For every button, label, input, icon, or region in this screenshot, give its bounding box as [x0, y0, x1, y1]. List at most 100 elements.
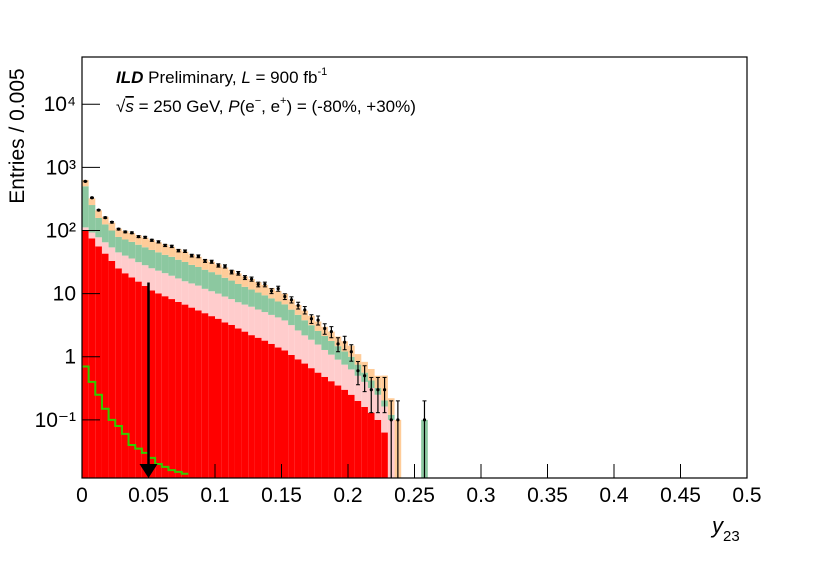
point [256, 282, 260, 286]
histogram-bar [314, 344, 322, 373]
histogram-bar [274, 347, 282, 478]
histogram-bar [121, 239, 129, 256]
annotation-part: -1 [317, 66, 327, 78]
histogram-bar [175, 249, 182, 260]
histogram-bar [341, 389, 348, 478]
point [176, 249, 181, 253]
histogram-bar [95, 237, 102, 247]
histogram-bar [115, 268, 122, 478]
histogram-bar [108, 230, 116, 248]
histogram-bar [195, 310, 202, 478]
annotation-part: √ [116, 97, 126, 116]
data-point [276, 285, 281, 292]
data-point [242, 275, 247, 281]
histogram-bar [348, 394, 355, 478]
histogram-bar [82, 186, 89, 228]
histogram-bar [148, 239, 156, 250]
x-tick-label: 0.25 [394, 484, 435, 507]
point [422, 418, 427, 422]
point [230, 270, 234, 274]
histogram-bar [195, 267, 202, 286]
histogram-bar [181, 251, 189, 262]
point [216, 263, 220, 267]
point [190, 254, 194, 258]
data-point [262, 281, 267, 288]
histogram-bar [155, 270, 162, 294]
histogram-bar [175, 301, 182, 478]
histogram-bar [101, 242, 109, 254]
point [343, 340, 347, 344]
histogram-bar [148, 268, 156, 291]
histogram-bar [181, 261, 189, 282]
histogram-bar [168, 256, 176, 276]
x-tick-label: 0.35 [527, 484, 568, 507]
y-tick-label: 10⁴ [44, 93, 76, 116]
data-point [316, 315, 321, 326]
histogram-bar [328, 381, 335, 478]
data-point [296, 301, 301, 310]
data-point [196, 254, 201, 259]
histogram-bar [361, 406, 368, 478]
annotation-line: √s = 250 GeV, P(e−, e+) = (-80%, +30%) [116, 95, 416, 116]
x-axis-title-main: y [710, 513, 725, 538]
point [143, 235, 147, 239]
point [376, 388, 380, 392]
point [263, 282, 267, 286]
annotation-part: − [255, 95, 261, 107]
data-point [269, 288, 274, 295]
data-point [309, 314, 314, 324]
histogram-bar [301, 363, 309, 478]
histogram-bar [215, 274, 222, 294]
point [296, 303, 300, 308]
histogram-bar [294, 304, 302, 315]
point [156, 240, 161, 244]
point [382, 388, 387, 392]
data-point [236, 271, 241, 276]
histogram-bar [221, 322, 229, 478]
x-tick-label: 0.15 [261, 484, 302, 507]
annotation-part: = 900 fb [251, 68, 318, 87]
data-point [149, 238, 154, 242]
histogram-bar [115, 252, 122, 269]
x-tick-label: 0.2 [333, 484, 362, 507]
histogram-bar [248, 335, 255, 478]
histogram-bar [115, 236, 122, 253]
y-tick-label: 10⁻¹ [35, 409, 76, 432]
histogram-bar [201, 269, 209, 289]
point [269, 289, 274, 293]
point [303, 308, 307, 312]
annotation-line: ILD Preliminary, L = 900 fb-1 [116, 66, 327, 87]
histogram-bar [228, 324, 235, 478]
histogram-bar [168, 246, 176, 257]
point [130, 231, 134, 235]
annotation-part: P [228, 97, 240, 116]
point [110, 220, 114, 224]
data-point [136, 235, 141, 239]
histogram-bar [314, 321, 322, 331]
data-point [282, 293, 287, 301]
point [97, 208, 101, 212]
histogram-bar [155, 293, 162, 478]
annotation-part: = 250 GeV, [134, 97, 228, 116]
histogram-bar [201, 313, 209, 478]
histogram-bar [348, 356, 355, 370]
histogram-bar [321, 376, 329, 478]
x-tick-label: 0 [76, 484, 88, 507]
histogram-bar [141, 286, 149, 478]
point [249, 277, 254, 281]
histogram-bar [281, 320, 289, 351]
histogram-bar [208, 272, 215, 292]
x-tick-label: 0.05 [128, 484, 169, 507]
histogram-bar [155, 242, 162, 253]
data-point [369, 376, 374, 414]
histogram-bar [168, 299, 176, 478]
histogram-bar [175, 278, 182, 302]
histogram-bar [288, 325, 295, 355]
histogram-bar [135, 244, 142, 263]
histogram-bar [268, 298, 275, 315]
histogram-bar [328, 340, 335, 355]
histogram-bar [208, 316, 215, 478]
histogram-bar [274, 301, 282, 318]
data-point [189, 253, 194, 258]
